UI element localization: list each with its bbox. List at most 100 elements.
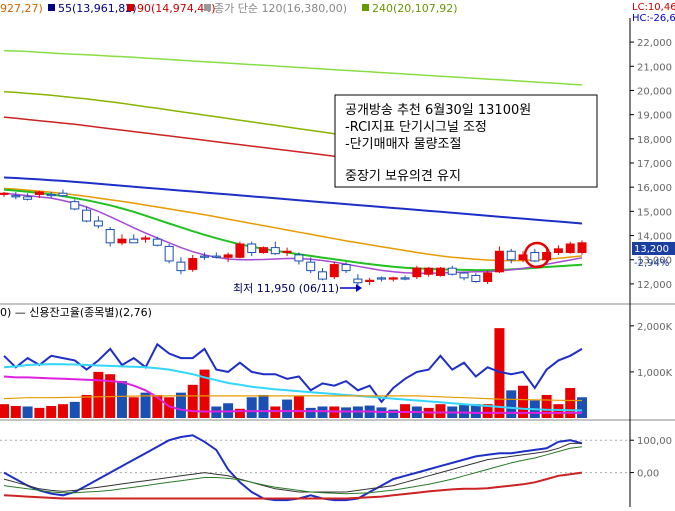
- indicator-tick-label: 0,00: [637, 469, 659, 480]
- minimum-label: 최저 11,950 (06/11): [233, 282, 339, 295]
- volume-bar: [164, 397, 175, 418]
- volume-bar: [470, 404, 481, 418]
- volume-bar: [10, 406, 21, 418]
- legend-item-2: 55(13,961,82): [58, 2, 137, 15]
- indicator-line-2: [3, 446, 583, 495]
- candle-body: [565, 243, 575, 253]
- candle: [353, 274, 363, 286]
- volume-bar: [93, 371, 104, 418]
- volume-bar: [0, 404, 9, 418]
- volume-bar: [152, 394, 163, 418]
- candle-body: [129, 238, 139, 244]
- candle-body: [412, 267, 422, 278]
- volume-bar: [282, 399, 293, 418]
- price-tick-label: 13,000: [637, 256, 672, 267]
- candle-body: [200, 255, 210, 258]
- candle: [282, 247, 292, 257]
- volume-bar: [81, 394, 92, 418]
- legend-item-4: 종가 단순 120(16,380,00): [214, 2, 347, 15]
- price-tick-label: 17,000: [637, 159, 672, 170]
- candle-body: [188, 258, 198, 270]
- candlesticks: [0, 189, 587, 286]
- candle: [164, 244, 174, 264]
- volume-axis: 1,000K 2,000K: [630, 322, 673, 379]
- candle-body: [105, 229, 115, 244]
- candle: [565, 241, 575, 254]
- price-tick-label: 20,000: [637, 86, 672, 97]
- volume-bar: [518, 385, 529, 418]
- candle-body: [82, 209, 92, 222]
- indicator-axis: 100,00 0,00: [0, 436, 672, 480]
- candle-body: [117, 238, 127, 244]
- ma-line-1: [3, 49, 583, 86]
- arrow-right-icon: [356, 284, 362, 292]
- candle: [553, 245, 563, 255]
- candle-body: [270, 247, 280, 255]
- candle: [412, 265, 422, 280]
- candle: [306, 257, 316, 274]
- highlight-circle: [523, 241, 551, 269]
- price-tick-label: 16,000: [637, 183, 672, 194]
- indicator-line-1: [3, 442, 582, 493]
- candle-body: [530, 251, 540, 262]
- volume-bar: [565, 388, 576, 418]
- lc-value: LC:10,46: [632, 2, 675, 13]
- candle-body: [388, 277, 398, 280]
- volume-line-2: [3, 375, 582, 414]
- candle-body: [141, 237, 151, 240]
- volume-bar: [234, 408, 245, 418]
- volume-bar: [494, 328, 505, 418]
- candle: [34, 190, 44, 199]
- hc-value: HC:-26,6: [632, 13, 675, 24]
- ma-line-4: [3, 187, 583, 262]
- candle: [105, 227, 115, 247]
- candle-body: [11, 195, 21, 198]
- volume-bar: [116, 381, 127, 418]
- candle-body: [93, 220, 103, 227]
- candle: [365, 277, 375, 286]
- indicator-lines: [3, 434, 583, 502]
- candle: [400, 275, 410, 281]
- candle-body: [483, 272, 493, 282]
- moving-average-lines: [3, 49, 583, 275]
- candle: [424, 266, 434, 277]
- candle-body: [294, 254, 304, 262]
- volume-bar: [270, 406, 281, 418]
- candle-body: [542, 251, 552, 261]
- volume-bar: [140, 392, 151, 418]
- candle-body: [223, 254, 233, 258]
- volume-bar: [482, 404, 493, 418]
- volume-bar: [128, 397, 139, 418]
- candle: [506, 248, 516, 264]
- candle: [117, 234, 127, 246]
- candle: [388, 276, 398, 282]
- candle-body: [34, 191, 44, 195]
- volume-bar: [199, 369, 210, 418]
- candle: [317, 268, 327, 281]
- candle: [70, 199, 80, 211]
- candle-body: [376, 277, 386, 280]
- header-legend: 927,27) 55(13,961,82) 90(14,974,44) 종가 단…: [0, 2, 675, 24]
- volume-line-1: [3, 363, 583, 412]
- price-badge-value: 13,200: [634, 244, 669, 255]
- candle: [200, 252, 210, 260]
- volume-bar: [69, 401, 80, 418]
- candle: [141, 235, 151, 243]
- price-tick-label: 21,000: [637, 62, 672, 73]
- volume-tick-label: 1,000K: [637, 368, 673, 379]
- candle-body: [70, 201, 80, 210]
- volume-bar: [541, 394, 552, 418]
- candle-body: [164, 245, 174, 262]
- annotation-line-3: -단기매매자 물량조절: [345, 137, 461, 152]
- candle-body: [0, 192, 9, 195]
- candle: [58, 189, 68, 197]
- candle: [223, 252, 233, 263]
- candle: [247, 241, 257, 257]
- candle-body: [317, 271, 327, 280]
- candle-body: [306, 261, 316, 272]
- candle: [471, 273, 481, 283]
- minimum-marker: 최저 11,950 (06/11): [233, 282, 362, 295]
- candle: [270, 241, 280, 255]
- candle: [0, 192, 9, 197]
